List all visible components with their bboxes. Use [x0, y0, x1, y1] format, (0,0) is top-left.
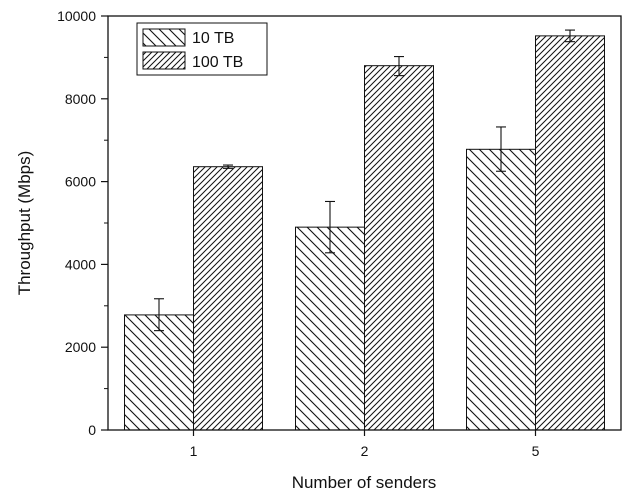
bar-10tb-senders-5 — [466, 148, 536, 431]
legend: 10 TB 100 TB — [136, 22, 268, 76]
y-tick-label-0: 0 — [88, 422, 96, 438]
legend-label-10tb: 10 TB — [192, 30, 234, 47]
x-tick-label-1: 1 — [190, 443, 198, 459]
y-axis-ticks: 0 2000 4000 6000 8000 10000 — [57, 8, 108, 438]
y-axis-title: Throughput (Mbps) — [15, 151, 34, 296]
y-tick-label-6000: 6000 — [65, 174, 96, 190]
legend-swatch-10tb — [142, 28, 186, 47]
legend-swatch-100tb — [142, 51, 186, 70]
y-tick-label-8000: 8000 — [65, 91, 96, 107]
errorbar-100tb-senders-1 — [223, 164, 233, 169]
bar-10tb-senders-2 — [295, 226, 365, 431]
y-tick-label-10000: 10000 — [57, 8, 96, 24]
bars-layer — [124, 35, 605, 431]
errorbar-100tb-senders-5 — [565, 29, 575, 43]
x-tick-label-5: 5 — [532, 443, 540, 459]
y-tick-label-2000: 2000 — [65, 339, 96, 355]
errorbar-10tb-senders-5 — [496, 126, 506, 172]
x-tick-label-2: 2 — [361, 443, 369, 459]
y-tick-label-4000: 4000 — [65, 256, 96, 272]
errorbar-10tb-senders-1 — [154, 298, 164, 332]
x-axis-ticks: 1 2 5 — [190, 430, 540, 459]
bar-10tb-senders-1 — [124, 314, 194, 431]
bar-100tb-senders-5 — [535, 35, 605, 431]
errorbars-layer — [154, 29, 575, 332]
bar-100tb-senders-2 — [364, 65, 434, 431]
errorbar-10tb-senders-2 — [325, 200, 335, 254]
errorbar-100tb-senders-2 — [394, 56, 404, 77]
bar-100tb-senders-1 — [193, 166, 263, 431]
legend-label-100tb: 100 TB — [192, 54, 243, 71]
x-axis-title: Number of senders — [292, 473, 437, 492]
